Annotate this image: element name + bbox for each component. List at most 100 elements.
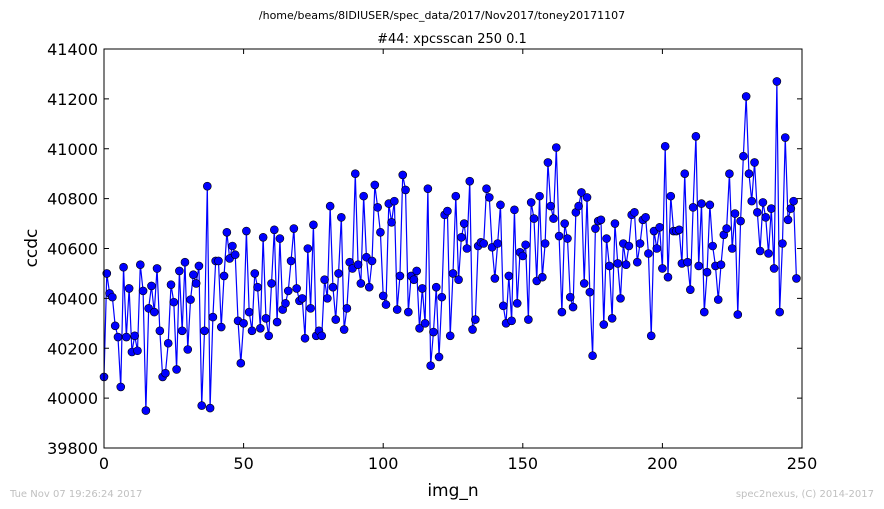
data-point [258, 232, 268, 242]
data-point [605, 261, 614, 271]
data-point [398, 170, 408, 180]
data-point [409, 275, 419, 284]
data-point [283, 286, 293, 296]
data-point [244, 307, 254, 317]
data-point [741, 92, 751, 101]
footer-credit: spec2nexus, (C) 2014-2017 [736, 489, 874, 500]
data-point [261, 314, 271, 323]
data-point [613, 259, 623, 268]
data-point [378, 291, 388, 301]
data-point [152, 264, 162, 273]
data-point [401, 185, 410, 195]
data-point [448, 269, 458, 278]
x-tick-label: 100 [368, 454, 399, 473]
data-point [766, 204, 776, 213]
data-point [630, 208, 639, 217]
data-point [172, 365, 181, 374]
data-point [730, 209, 740, 218]
data-point [191, 279, 201, 288]
x-axis-label: img_n [427, 481, 478, 501]
y-tick-label: 40000 [47, 389, 98, 408]
data-point [130, 331, 140, 341]
data-point [560, 219, 569, 228]
data-point [498, 301, 508, 311]
data-point [353, 260, 363, 270]
data-point [306, 304, 315, 313]
data-point [705, 200, 715, 210]
y-tick-label: 39800 [47, 439, 98, 458]
data-point [110, 321, 120, 331]
data-point [169, 297, 179, 307]
plot-background [104, 49, 802, 448]
data-point [652, 244, 662, 253]
data-point [189, 270, 198, 279]
data-point [772, 77, 782, 86]
data-point [526, 198, 536, 207]
data-point [758, 198, 768, 207]
data-point [686, 285, 695, 294]
data-point [415, 323, 424, 333]
data-point [328, 282, 338, 292]
data-point [434, 352, 444, 362]
data-point [459, 219, 469, 228]
data-point [786, 204, 796, 213]
data-point [317, 331, 327, 341]
data-point [524, 315, 533, 324]
data-point [219, 271, 229, 281]
data-point [250, 269, 260, 278]
data-point [632, 257, 642, 267]
data-point [370, 180, 380, 190]
data-point [412, 266, 422, 276]
data-point [694, 261, 704, 271]
data-point [108, 292, 117, 302]
data-point [350, 169, 360, 178]
data-point [236, 358, 246, 368]
data-point [214, 256, 223, 266]
data-point [194, 261, 204, 271]
series-markers [99, 77, 801, 415]
data-point [180, 257, 190, 267]
data-point [577, 188, 586, 197]
data-point [546, 201, 556, 211]
data-point [429, 327, 438, 337]
data-point [323, 294, 332, 303]
data-point [602, 234, 611, 243]
data-point [699, 307, 709, 317]
data-point [451, 191, 461, 201]
data-point [591, 224, 600, 233]
data-point [607, 314, 617, 323]
data-point [691, 131, 701, 141]
data-point [239, 319, 248, 328]
data-point [538, 272, 547, 282]
data-point [404, 307, 413, 317]
data-point [247, 326, 257, 336]
data-point [149, 307, 159, 317]
data-point [367, 256, 377, 266]
data-point [702, 267, 712, 277]
data-point [205, 403, 215, 413]
data-point [789, 196, 798, 206]
data-point [337, 213, 346, 222]
data-point [175, 266, 184, 276]
data-point [713, 295, 723, 304]
footer-timestamp: Tue Nov 07 19:26:24 2017 [9, 489, 142, 500]
chart-suptitle: /home/beams/8IDIUSER/spec_data/2017/Nov2… [259, 9, 625, 22]
data-point [666, 191, 676, 201]
data-point [493, 239, 502, 248]
data-point [471, 315, 480, 324]
data-point [320, 275, 329, 284]
data-point [216, 322, 226, 332]
data-point [565, 292, 575, 302]
data-point [468, 325, 477, 334]
y-tick-label: 40600 [47, 240, 98, 259]
data-point [733, 310, 743, 319]
data-point [281, 299, 290, 308]
x-tick-label: 50 [233, 454, 253, 473]
data-point [658, 264, 667, 273]
data-point [596, 215, 606, 225]
data-point [792, 274, 801, 283]
data-point [646, 331, 656, 341]
data-point [462, 244, 472, 253]
data-point [725, 169, 734, 178]
data-point [761, 213, 771, 222]
